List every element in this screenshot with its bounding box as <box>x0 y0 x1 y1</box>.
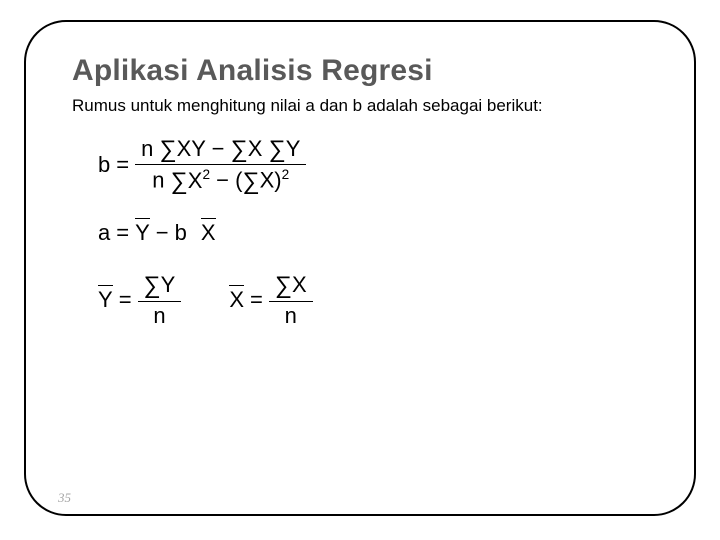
equals: = <box>116 220 129 246</box>
formula-ybar: Y = ∑Y n <box>98 272 181 328</box>
minus: − <box>212 136 225 161</box>
minus: − <box>156 220 169 246</box>
x: X <box>260 168 275 193</box>
formula-b-eq: b = n ∑XY − ∑X ∑Y n ∑X2 <box>98 136 306 194</box>
x: X <box>248 136 263 161</box>
b-fraction: n ∑XY − ∑X ∑Y n ∑X2 − (∑X)2 <box>135 136 306 194</box>
sigma-icon: ∑ <box>171 168 188 195</box>
slide-title: Aplikasi Analisis Regresi <box>72 54 658 88</box>
ybar-num: ∑Y <box>138 272 182 298</box>
formula-a-eq: a = Y − b X <box>98 220 216 246</box>
b-denominator: n ∑X2 − (∑X)2 <box>146 167 295 194</box>
x2: X2 <box>188 168 210 193</box>
sigma-icon: ∑ <box>242 168 259 195</box>
minus: − <box>216 168 229 193</box>
formula-block: b = n ∑XY − ∑X ∑Y n ∑X2 <box>98 136 658 328</box>
ybar-den: n <box>147 304 171 328</box>
sq: 2 <box>282 167 290 182</box>
fraction-bar <box>135 164 306 165</box>
x-bar-lhs: X <box>229 287 244 313</box>
y: Y <box>286 136 301 161</box>
formula-xbar: X = ∑X n <box>229 272 312 328</box>
ybar-fraction: ∑Y n <box>138 272 182 328</box>
formula-a: a = Y − b X <box>98 220 658 246</box>
page-number: 35 <box>58 490 71 506</box>
formula-means: Y = ∑Y n X = ∑X n <box>98 272 658 328</box>
sigma-icon: ∑ <box>269 136 286 163</box>
fraction-bar <box>138 301 182 302</box>
rparen: ) <box>274 168 281 193</box>
xbar-num: ∑X <box>269 272 313 298</box>
x-bar: X <box>201 220 216 246</box>
b-numerator: n ∑XY − ∑X ∑Y <box>135 136 306 162</box>
sigma-icon: ∑ <box>159 136 176 163</box>
b-lhs: b <box>98 152 110 178</box>
b-term: b <box>175 220 187 246</box>
y-bar: Y <box>135 220 150 246</box>
equals: = <box>250 287 263 313</box>
slide: Aplikasi Analisis Regresi Rumus untuk me… <box>0 0 720 540</box>
xy: XY <box>177 136 206 161</box>
equals: = <box>119 287 132 313</box>
xbar-fraction: ∑X n <box>269 272 313 328</box>
fraction-bar <box>269 301 313 302</box>
n: n <box>152 168 164 193</box>
slide-card: Aplikasi Analisis Regresi Rumus untuk me… <box>24 20 696 516</box>
xbar-den: n <box>279 304 303 328</box>
a-lhs: a <box>98 220 110 246</box>
y-bar-lhs: Y <box>98 287 113 313</box>
sigma-icon: ∑ <box>144 272 161 299</box>
formula-b: b = n ∑XY − ∑X ∑Y n ∑X2 <box>98 136 658 194</box>
sigma-icon: ∑ <box>231 136 248 163</box>
slide-subtitle: Rumus untuk menghitung nilai a dan b ada… <box>72 96 658 116</box>
n: n <box>141 136 153 161</box>
sigma-icon: ∑ <box>275 272 292 299</box>
equals: = <box>116 152 129 178</box>
